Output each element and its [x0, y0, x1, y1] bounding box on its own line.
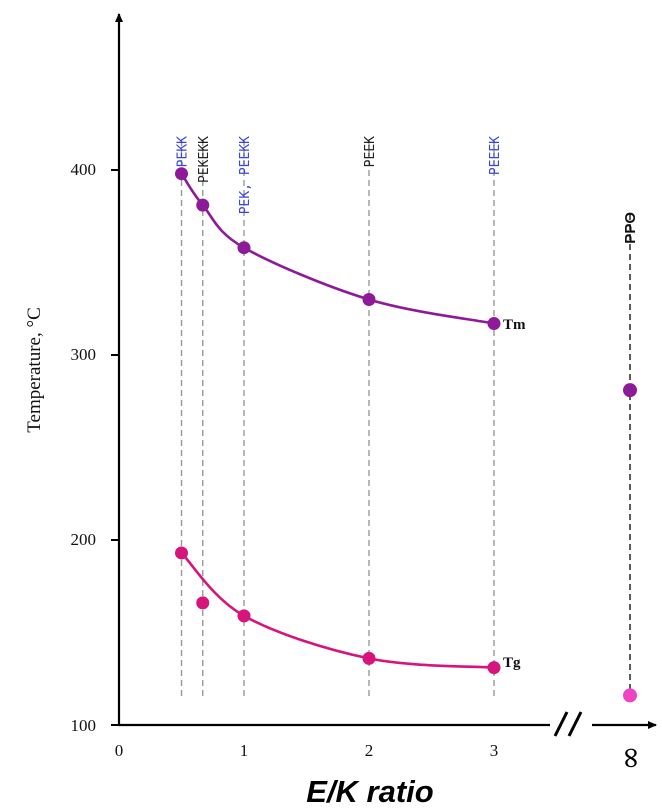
x-tick-label: 2	[365, 741, 374, 760]
data-point-tm	[362, 293, 376, 306]
series-line-tm	[180, 172, 495, 325]
series-layer	[175, 167, 637, 703]
series-line-tg	[180, 552, 495, 669]
polymer-reference-lines	[180, 140, 631, 700]
data-point-tg	[362, 651, 376, 665]
data-point-tm	[237, 241, 251, 255]
y-tick-label: 100	[71, 716, 97, 735]
series-label-tm: Tm	[503, 317, 526, 333]
x-tick-label: 0	[115, 741, 124, 760]
x-tick-label: 3	[490, 741, 499, 760]
polymer-label: PEKK	[176, 136, 191, 167]
polymer-label: PEK, PEEKK	[238, 136, 253, 214]
data-point-tg	[196, 596, 210, 610]
data-point-tg	[237, 609, 251, 623]
data-point-tg	[175, 546, 188, 560]
polymer-label-ppo: PPO	[622, 212, 639, 244]
y-tick-label: 300	[71, 345, 97, 364]
data-point-tm	[175, 167, 188, 181]
y-axis-title: Temperature, °C	[24, 307, 45, 433]
data-point-tm	[487, 317, 501, 331]
data-point-infinity-tg	[623, 688, 637, 703]
x-tick-label-infinity: ∞	[613, 746, 648, 771]
polymer-label: PEEK	[363, 136, 378, 167]
polymer-label: PEKEKK	[197, 136, 212, 183]
axis-break-mark-1	[553, 711, 569, 737]
polymer-label: PEEEK	[488, 136, 503, 175]
axis-break-mark-2	[567, 711, 583, 737]
data-point-tm	[196, 198, 210, 212]
y-tick-label: 400	[71, 160, 97, 179]
series-label-tg: Tg	[503, 655, 521, 671]
data-point-infinity-tm	[623, 383, 637, 398]
y-tick-label: 200	[71, 530, 97, 549]
x-tick-label: 1	[240, 741, 249, 760]
x-axis-title: E/K ratio	[306, 774, 433, 809]
data-point-tg	[487, 661, 501, 675]
